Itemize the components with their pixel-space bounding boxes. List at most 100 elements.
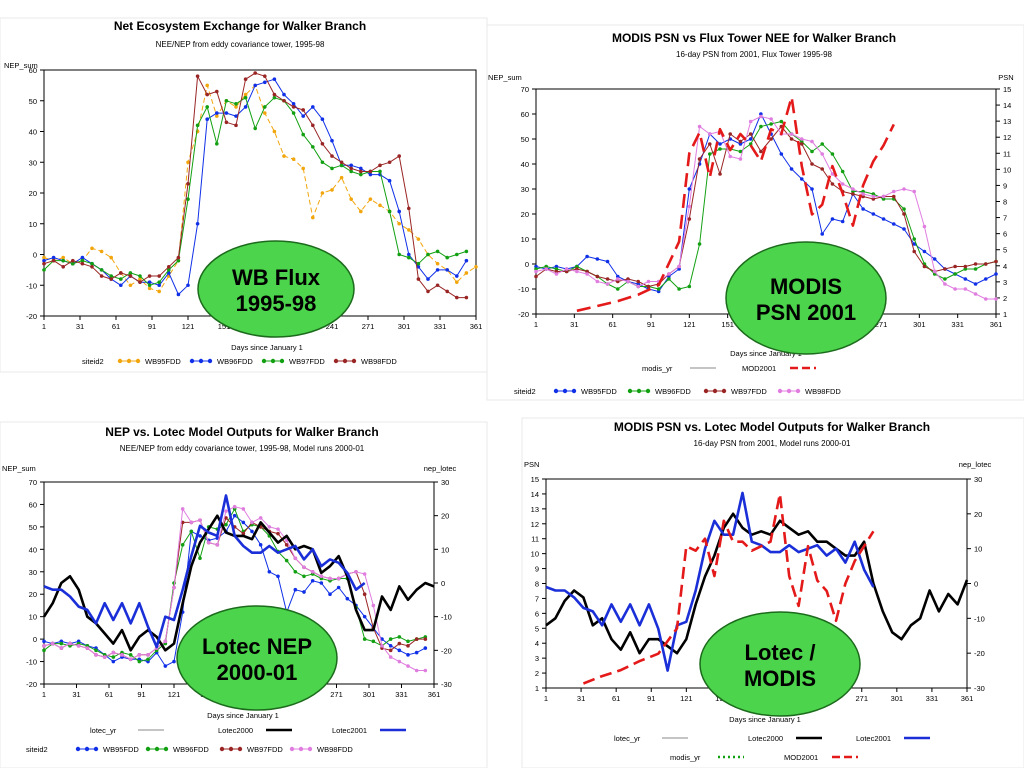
y-tick-label: 10 [521, 235, 529, 244]
legend-item-WB95FDD: WB95FDD [581, 387, 617, 396]
data-point-WB95FDD [250, 529, 254, 534]
data-point-WB95FDD [615, 274, 620, 279]
data-point-WB95FDD [339, 175, 344, 180]
chart-panel-3: NEP vs. Lotec Model Outputs for Walker B… [0, 421, 488, 769]
data-point-WB96FDD [263, 80, 267, 85]
y-tick-label: -10 [26, 281, 37, 290]
data-point-WB97FDD [215, 142, 219, 146]
legend-item-MOD2001: MOD2001 [742, 364, 776, 373]
data-point-WB98FDD [189, 520, 194, 525]
x-tick-label: 61 [105, 690, 113, 699]
x-tick-label: 241 [326, 322, 339, 331]
y-tick-label: 1 [535, 684, 539, 693]
chart-subtitle: 16-day PSN from 2001, Model runs 2000-01 [694, 439, 852, 448]
x-tick-label: 301 [363, 690, 376, 699]
data-point-WB96FDD [769, 122, 773, 126]
series-line-WB97FDD [535, 126, 997, 287]
data-point-WB95FDD [994, 272, 998, 276]
data-point-WB96FDD [840, 169, 845, 174]
legend-item-WB98FDD: WB98FDD [361, 357, 397, 366]
data-point-WB98FDD [102, 655, 107, 659]
y2-tick-label: 1 [1003, 310, 1007, 319]
data-point-WB98FDD [90, 265, 94, 269]
data-point-WB95FDD [267, 569, 272, 574]
data-point-WB98FDD [111, 650, 116, 655]
data-point-WB97FDD [407, 255, 411, 260]
data-point-WB97FDD [636, 279, 641, 284]
data-point-WB98FDD [76, 644, 81, 648]
data-point-WB98FDD [354, 569, 358, 574]
data-point-WB96FDD [435, 268, 440, 272]
data-point-WB97FDD [263, 105, 267, 109]
x-tick-label: 1 [534, 320, 538, 329]
y2-tick-label: 5 [1003, 246, 1007, 255]
data-point-WB96FDD [902, 207, 906, 211]
data-point-WB98FDD [368, 169, 373, 174]
data-point-WB95FDD [748, 137, 753, 141]
legend-item-WB96FDD: WB96FDD [655, 387, 691, 396]
data-point-WB96FDD [445, 268, 450, 272]
data-point-WB95FDD [172, 659, 176, 664]
y2-tick-label: -30 [974, 684, 985, 693]
data-point-WB98FDD [953, 287, 957, 291]
legend-item-WB95FDD: WB95FDD [103, 745, 139, 754]
data-point-WB95FDD [359, 209, 363, 214]
data-point-WB95FDD [243, 92, 248, 97]
data-point-WB98FDD [128, 657, 133, 662]
y2-tick-label: 9 [1003, 181, 1007, 190]
legend-item-WB97FDD: WB97FDD [289, 357, 325, 366]
data-point-WB97FDD [426, 252, 430, 257]
data-point-WB97FDD [157, 280, 161, 284]
data-point-WB97FDD [388, 648, 393, 653]
data-point-WB95FDD [362, 614, 367, 619]
data-point-WB95FDD [147, 286, 152, 291]
data-point-WB95FDD [291, 157, 296, 161]
data-point-WB98FDD [414, 668, 419, 673]
data-point-WB95FDD [455, 280, 459, 284]
data-point-WB96FDD [205, 117, 209, 121]
x-tick-label: 1 [544, 694, 548, 703]
data-point-WB98FDD [426, 289, 430, 294]
y-tick-label: 50 [29, 523, 37, 532]
data-point-WB98FDD [575, 269, 579, 274]
data-point-WB97FDD [205, 105, 209, 109]
data-point-WB97FDD [320, 160, 325, 165]
x-tick-label: 121 [182, 322, 195, 331]
data-point-WB97FDD [534, 274, 538, 279]
data-point-WB98FDD [534, 269, 538, 274]
data-point-WB98FDD [258, 516, 263, 520]
y-axis-label: PSN [524, 460, 539, 469]
data-point-WB98FDD [881, 194, 886, 199]
y2-axis-label: PSN [998, 73, 1013, 82]
data-point-WB96FDD [186, 283, 190, 288]
data-point-WB95FDD [667, 274, 671, 279]
data-point-WB98FDD [215, 89, 219, 94]
data-point-WB96FDD [224, 522, 228, 527]
data-point-WB95FDD [234, 105, 238, 109]
data-point-WB97FDD [687, 217, 692, 221]
data-point-WB97FDD [963, 264, 968, 269]
data-point-WB98FDD [163, 639, 168, 644]
data-point-WB98FDD [119, 271, 123, 275]
data-point-WB96FDD [59, 641, 64, 646]
data-point-WB95FDD [474, 265, 478, 269]
data-point-WB97FDD [42, 268, 46, 272]
data-point-WB97FDD [564, 269, 569, 274]
data-point-WB98FDD [147, 274, 152, 278]
data-point-WB98FDD [397, 659, 402, 664]
data-point-WB98FDD [677, 264, 681, 269]
y-tick-label: 50 [29, 97, 37, 106]
data-point-WB98FDD [138, 280, 142, 284]
data-point-WB98FDD [810, 139, 814, 144]
data-point-WB97FDD [820, 167, 825, 171]
data-point-WB95FDD [138, 277, 142, 281]
legend-item-WB97FDD: WB97FDD [247, 745, 283, 754]
data-point-WB95FDD [90, 246, 94, 251]
y-axis-label: NEP_sum [4, 61, 38, 70]
data-point-WB97FDD [789, 137, 794, 141]
data-point-WB98FDD [912, 189, 917, 194]
x-axis-label: Days since January 1 [231, 343, 303, 352]
series-line-Lotec2001 [545, 491, 875, 672]
